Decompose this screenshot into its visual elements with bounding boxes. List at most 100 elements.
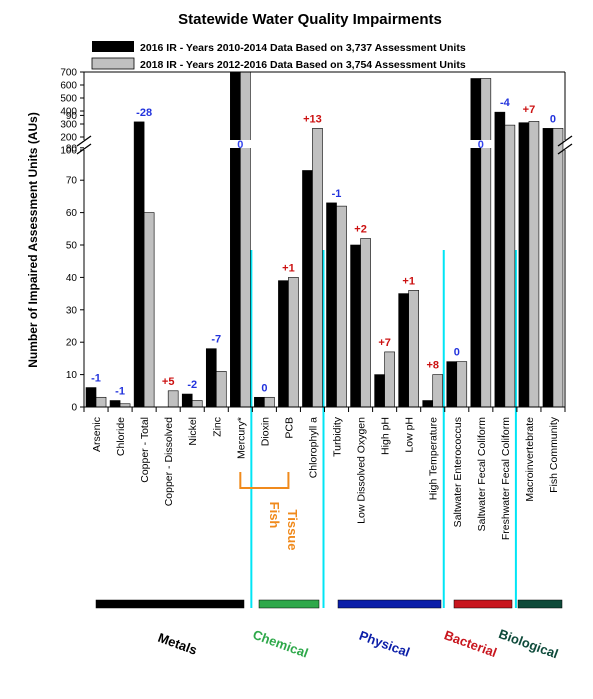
group-bar-chemical: [258, 599, 320, 609]
group-separators: [250, 250, 517, 608]
group-bar-biological: [517, 599, 563, 609]
bar-2016-1: [109, 400, 121, 408]
y-tick-label-600: 600: [60, 81, 77, 92]
group-bar-metals: [95, 599, 245, 609]
bar-2018-10: [336, 205, 347, 408]
bar-2016-0: [85, 387, 97, 408]
category-label-11: Low Dissolved Oxygen: [356, 417, 368, 524]
bar-2018-0: [95, 396, 107, 408]
bar-2018-17: [504, 124, 516, 408]
y-tick-label-700: 700: [60, 68, 77, 79]
change-label-10: -1: [332, 188, 342, 200]
axes: 0 10 20 30 40 50 60 70 80 90 100 200 300 400 500 600 700: [60, 68, 573, 414]
bar-2016-17: [494, 111, 506, 408]
change-label-6: 0: [237, 139, 243, 151]
y-tick-label-90: 90: [66, 111, 78, 122]
tissue-label: Tissue: [285, 510, 300, 551]
group-label-physical: Physical: [357, 628, 412, 660]
category-label-6: Mercury*: [235, 417, 247, 459]
y-tick-label-30: 30: [66, 305, 78, 316]
y-tick-label-80: 80: [66, 143, 78, 154]
bar-2018-15: [456, 361, 468, 408]
category-label-10: Turbidity: [332, 416, 344, 457]
bar-2018-3: [167, 390, 179, 408]
category-label-2: Copper - Total: [139, 417, 151, 483]
y-tick-label-300: 300: [60, 120, 77, 131]
y-tick-label-60: 60: [66, 208, 78, 219]
category-label-4: Nickel: [187, 417, 199, 446]
fish-label: Fish: [267, 502, 282, 529]
change-label-0: -1: [91, 373, 101, 385]
break-mark-left-1: [76, 135, 92, 147]
bar-2018-8: [288, 277, 299, 408]
change-label-19: 0: [550, 113, 556, 125]
group-label-chemical: Chemical: [251, 627, 310, 661]
bar-2016-15: [446, 361, 458, 408]
change-label-7: 0: [261, 382, 267, 394]
bar-2016-5: [205, 348, 217, 408]
category-label-17: Freshwater Fecal Coliform: [500, 417, 512, 540]
change-label-18: +7: [523, 104, 536, 116]
change-label-1: -1: [115, 386, 125, 398]
bar-break-gap-16: [469, 140, 492, 148]
bar-2016-13: [398, 293, 409, 408]
category-label-19: Fish Community: [548, 416, 560, 493]
bar-2018-9: [312, 128, 323, 408]
break-mark-right-1: [557, 135, 573, 147]
bar-2018-2: [143, 212, 155, 408]
legend-label-2018: 2018 IR - Years 2012-2016 Data Based on …: [140, 59, 466, 71]
change-label-12: +7: [378, 337, 391, 349]
y-tick-label-200: 200: [60, 133, 77, 144]
legend-label-2016: 2016 IR - Years 2010-2014 Data Based on …: [140, 42, 466, 54]
change-label-16: 0: [478, 139, 484, 151]
bars: [85, 71, 564, 408]
bar-2016-18: [518, 122, 530, 408]
change-label-5: -7: [211, 334, 221, 346]
y-tick-label-20: 20: [66, 338, 78, 349]
category-label-0: Arsenic: [91, 417, 103, 452]
bar-2016-4: [181, 393, 193, 408]
change-label-15: 0: [454, 347, 460, 359]
bar-2016-19: [542, 128, 554, 408]
change-label-3: +5: [162, 376, 175, 388]
bar-2016-9: [302, 170, 313, 408]
chart-title: Statewide Water Quality Impairments: [178, 11, 442, 28]
y-tick-label-70: 70: [66, 176, 78, 187]
break-mark-left-2: [76, 143, 92, 155]
y-tick-label-50: 50: [66, 241, 78, 252]
y-tick-label-400: 400: [60, 107, 77, 118]
y-tick-label-0: 0: [71, 403, 77, 414]
bar-2018-18: [528, 121, 540, 408]
bar-2018-7: [264, 396, 275, 408]
change-label-4: -2: [187, 379, 197, 391]
bar-2018-19: [552, 128, 564, 408]
legend: 2016 IR - Years 2010-2014 Data Based on …: [91, 41, 466, 71]
change-label-13: +1: [402, 275, 415, 287]
y-tick-label-100: 100: [60, 146, 77, 157]
category-label-5: Zinc: [211, 417, 223, 437]
change-labels: -1 -1 -28 +5 -2 -7 0 0 +1 +13 -1 +2 +7 +1 +8 0 0 -4 +7 0: [91, 97, 556, 397]
bar-2018-4: [191, 400, 203, 408]
bar-2016-11: [350, 244, 361, 408]
category-label-16: Saltwater Fecal Coliform: [476, 417, 488, 532]
y-axis-label: Number of Impaired Assessment Units (AUs…: [26, 112, 40, 368]
bar-break-gap-6: [229, 140, 252, 148]
category-label-7: Dioxin: [259, 417, 271, 446]
legend-swatch-2016: [92, 41, 134, 52]
fish-tissue-annotation: Fish Tissue: [239, 472, 300, 551]
category-label-18: Macroinvertebrate: [524, 417, 536, 502]
break-mark-right-2: [557, 143, 573, 155]
group-bar-bacterial: [453, 599, 513, 609]
group-label-bacterial: Bacterial: [442, 627, 499, 660]
bar-2016-7: [254, 396, 265, 408]
category-label-8: PCB: [283, 417, 295, 439]
bar-2018-13: [408, 290, 419, 408]
y-tick-label-10: 10: [66, 370, 78, 381]
change-label-8: +1: [282, 262, 295, 274]
change-label-2: -28: [136, 107, 152, 119]
category-label-14: High Temperature: [428, 417, 440, 500]
category-label-12: High pH: [380, 417, 392, 455]
bar-2016-12: [374, 374, 385, 408]
category-label-1: Chloride: [115, 417, 127, 456]
